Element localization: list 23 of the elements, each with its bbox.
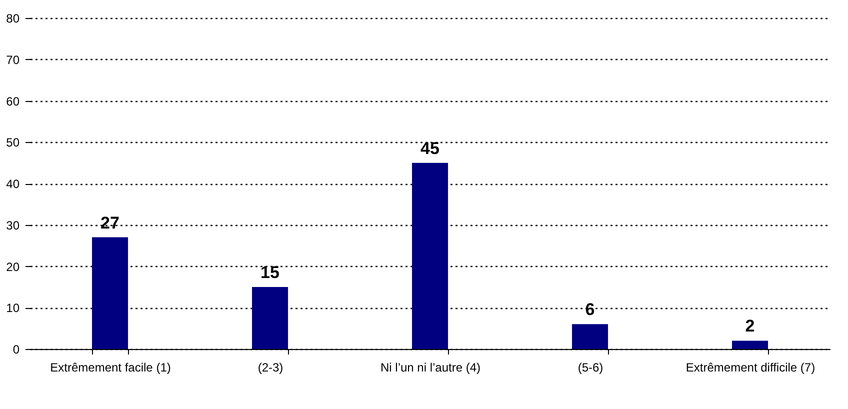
data-label: 27: [100, 213, 120, 232]
data-label: 45: [420, 138, 440, 158]
data-label: 2: [745, 316, 755, 336]
bar: [92, 237, 128, 349]
bar: [412, 162, 448, 349]
x-tick-label: Ni l’un ni l’autre (4): [380, 360, 481, 374]
data-label: 15: [260, 262, 280, 282]
y-tick-label: 20: [6, 260, 20, 274]
y-tick-label: 0: [12, 342, 20, 356]
y-tick-label: 10: [6, 301, 20, 316]
y-tick-label: 30: [6, 218, 20, 232]
bar: [572, 324, 608, 349]
y-tick-label: 70: [6, 52, 20, 67]
y-tick-label: 80: [6, 12, 20, 26]
y-tick-label: 60: [6, 94, 20, 108]
x-tick-label: Extrêmement facile (1): [50, 360, 171, 374]
x-tick-label: Extrêmement difficile (7): [686, 360, 816, 374]
y-tick-label: 50: [6, 136, 20, 150]
y-tick-label: 40: [6, 177, 20, 191]
x-tick-label: (2-3): [258, 360, 284, 374]
x-tick-label: (5-6): [578, 360, 604, 374]
bar: [732, 340, 768, 349]
bar: [252, 286, 288, 349]
